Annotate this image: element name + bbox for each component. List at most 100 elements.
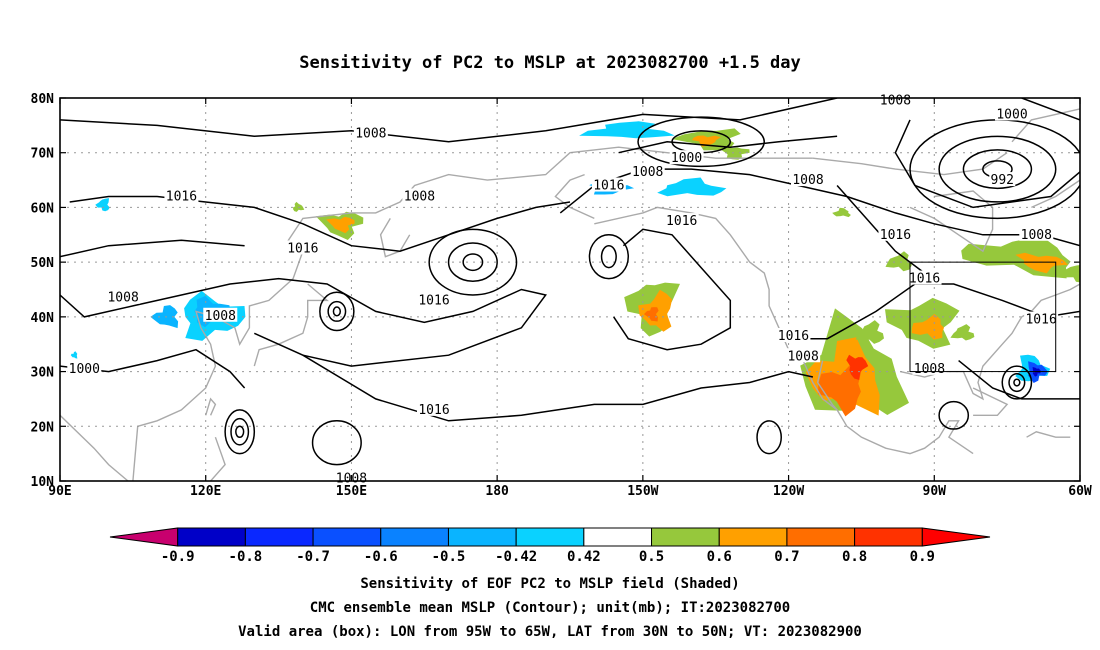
contour-label: 1008 [355, 127, 386, 142]
shaded-region [885, 251, 912, 272]
lat-tick-label: 10N [31, 475, 55, 490]
contour-label: 1008 [632, 165, 663, 180]
isobar-ring [235, 425, 245, 439]
contour-label-bg [989, 172, 1016, 187]
isobar-ring [319, 291, 355, 332]
coastline [554, 173, 595, 220]
contour-label: 1008 [205, 309, 236, 324]
contour-label-bg [203, 307, 238, 322]
contour-label-bg [67, 360, 102, 375]
coastline [379, 218, 411, 258]
colorbar-swatch [583, 527, 653, 547]
coastline [816, 360, 838, 411]
contour-label: 1016 [166, 189, 197, 204]
caption-line-3: Valid area (box): LON from 95W to 65W, L… [238, 624, 862, 640]
colorbar-label: 0.42 [567, 549, 601, 565]
colorbar-label: -0.7 [296, 549, 330, 565]
contour-label: 992 [991, 173, 1014, 188]
colorbar-swatch [515, 527, 585, 547]
shaded-region [326, 216, 355, 234]
contour-label: 1000 [69, 362, 100, 377]
contour-label: 1016 [1025, 313, 1056, 328]
colorbar-label: -0.42 [495, 549, 537, 565]
isobar-ring [1008, 372, 1026, 393]
contour-label-bg [776, 328, 811, 343]
contour-label: 1008 [792, 173, 823, 188]
colorbar-swatch [177, 527, 246, 547]
colorbar-swatch [921, 527, 991, 547]
latitude-axis: 10N 20N 30N 40N 50N 60N 70N 80N [31, 92, 1080, 490]
shaded-region [293, 201, 305, 212]
isobar-ring [938, 135, 1057, 203]
colorbar-label: 0.9 [910, 549, 935, 565]
isobar [894, 98, 1080, 209]
isobar [958, 360, 1080, 400]
isobar-ring [230, 417, 250, 446]
caption-line-2: CMC ensemble mean MSLP (Contour); unit(m… [310, 600, 790, 616]
lat-tick-label: 80N [31, 92, 55, 107]
colorbar-label: 0.6 [707, 549, 732, 565]
contour-label: 1000 [671, 151, 702, 166]
colorbar-label: -0.9 [161, 549, 195, 565]
map-panel: 1008 1016 1016 1008 1008 1000 1008 1016 1016 1008… [31, 92, 1092, 499]
colorbar-label: -0.5 [432, 549, 466, 565]
coastline [1026, 431, 1071, 438]
graticule [60, 98, 1080, 481]
contour-label-bg [791, 172, 825, 187]
coastline [1011, 108, 1080, 143]
isobar [613, 228, 732, 351]
coastline [909, 190, 994, 253]
coastline [209, 436, 226, 481]
shaded-region [1015, 252, 1068, 274]
map-frame [59, 97, 1081, 482]
shaded-region [950, 324, 975, 341]
colorbar-swatch [312, 527, 382, 547]
isobar [788, 283, 1080, 340]
shaded-region [846, 354, 869, 380]
contour-label-bg [995, 106, 1029, 121]
contour-label: 1008 [914, 362, 945, 377]
lat-tick-label: 50N [31, 256, 55, 271]
contour-label-bg [1019, 226, 1054, 241]
isobar [253, 332, 814, 422]
colorbar-label: 0.8 [842, 549, 867, 565]
shaded-region [818, 364, 862, 417]
shaded-region [911, 313, 944, 340]
colorbar-swatch [109, 527, 179, 547]
lat-tick-label: 60N [31, 201, 55, 216]
lon-tick-label: 150W [627, 484, 658, 499]
contour-label-bg [786, 348, 821, 363]
shaded-region [855, 320, 884, 344]
shaded-region [1054, 264, 1080, 283]
coastline [205, 397, 217, 416]
colorbar-swatch [244, 527, 314, 547]
contour-label-bg [664, 213, 699, 228]
isobar-ring [462, 253, 484, 272]
colorbar-swatch [447, 527, 517, 547]
shaded-region [95, 198, 110, 212]
lat-tick-label: 30N [31, 366, 55, 381]
contour-label-bg [669, 150, 704, 165]
coastline [1031, 179, 1080, 209]
contour-label: 1016 [287, 241, 318, 256]
contour-label: 1008 [1021, 228, 1052, 243]
coastline [594, 206, 974, 455]
contour-label: 1016 [593, 179, 624, 194]
isobar [60, 98, 838, 143]
contour-label-bg [878, 92, 913, 107]
valid-area-box [909, 261, 1057, 373]
contour-label-bg [591, 177, 626, 192]
lat-tick-label: 70N [31, 147, 55, 162]
contour-label: 1000 [996, 107, 1027, 122]
caption-line-1: Sensitivity of EOF PC2 to MSLP field (Sh… [360, 576, 739, 592]
sensitivity-shading [70, 121, 1080, 417]
contour-label: 1008 [880, 94, 911, 109]
contour-label: 1016 [418, 403, 449, 418]
lon-tick-label: 120W [773, 484, 804, 499]
isobar-ring [447, 242, 498, 282]
shaded-region [657, 177, 727, 197]
contour-label-bg [417, 401, 451, 416]
lon-tick-label: 120E [190, 484, 221, 499]
colorbar-swatch [380, 527, 449, 547]
